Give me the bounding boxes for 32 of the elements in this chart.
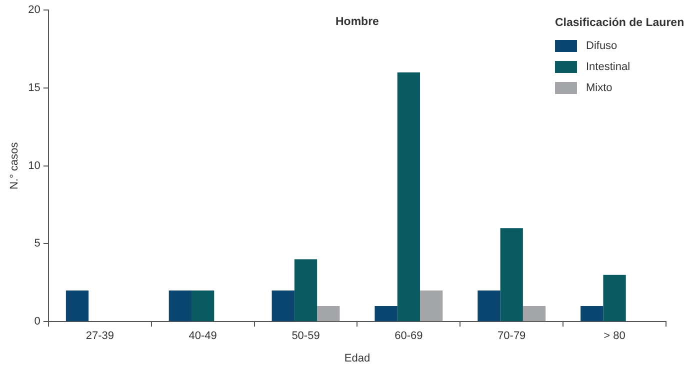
x-tick-label: 70-79: [498, 330, 526, 342]
legend-label: Mixto: [586, 82, 612, 94]
y-axis-title: N.° casos: [8, 142, 21, 190]
legend-label: Intestinal: [586, 60, 630, 72]
legend-label: Difuso: [586, 40, 618, 52]
x-tick-label: 40-49: [188, 330, 217, 342]
y-tick-label: 20: [28, 4, 40, 16]
text: Hombre: [335, 16, 379, 28]
x-axis-title: Edad: [344, 352, 370, 364]
bar: [294, 259, 318, 322]
bar: [272, 290, 294, 322]
bar: [168, 290, 192, 322]
x-tick-label: 50-59: [292, 330, 320, 342]
bar: [603, 274, 626, 322]
bar: [478, 290, 500, 322]
bar: [374, 306, 398, 322]
bar: [192, 290, 214, 322]
bar: [580, 306, 604, 322]
bar: [522, 306, 546, 322]
x-tick-label: 27-39: [86, 330, 114, 342]
legend-title: Clasificación de Lauren: [555, 17, 684, 29]
y-tick-label: 0: [34, 316, 40, 328]
bar: [420, 290, 443, 322]
bar: [317, 306, 340, 322]
y-tick-label: 10: [28, 160, 40, 172]
x-tick-label: > 80: [604, 330, 626, 342]
y-tick-label: 15: [28, 82, 40, 94]
y-tick-label: 5: [34, 238, 40, 250]
bar: [66, 290, 89, 322]
x-tick-label: 60-69: [394, 330, 423, 342]
bar: [397, 72, 420, 322]
bar: [500, 228, 523, 322]
